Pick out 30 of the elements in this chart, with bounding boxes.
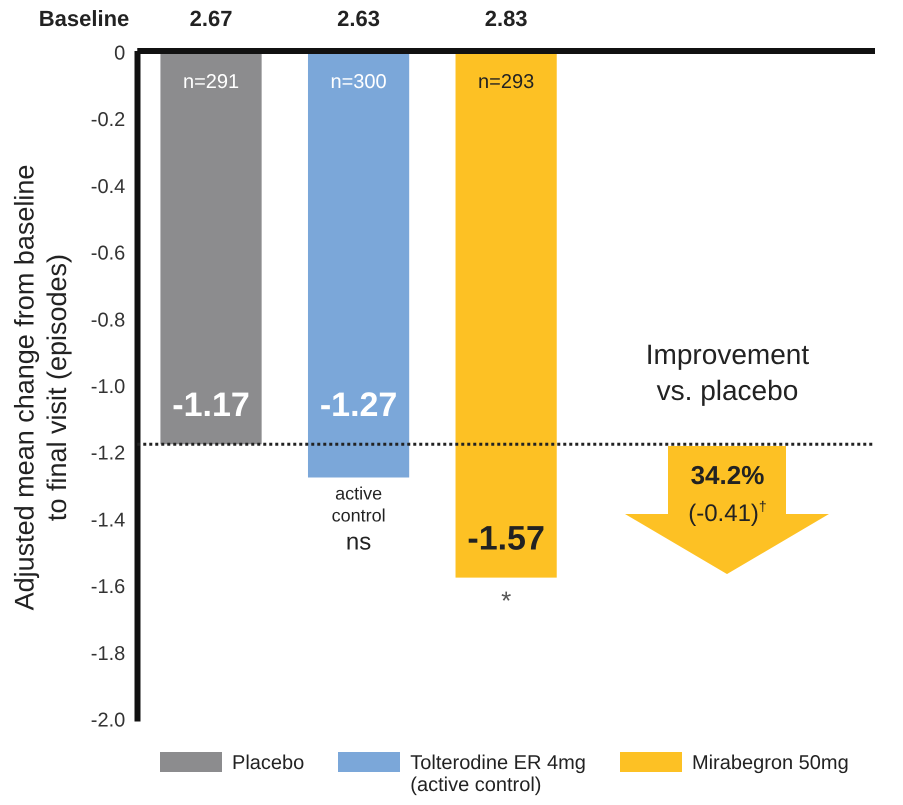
annotation: 34.2% bbox=[690, 460, 764, 490]
y-tick-label: -0.8 bbox=[90, 309, 126, 332]
annotation: active control ns bbox=[332, 484, 386, 556]
y-tick-label: -1.8 bbox=[90, 642, 126, 665]
annotation: n=293 bbox=[478, 71, 534, 93]
data-label: -1.27 bbox=[320, 386, 398, 424]
y-axis-title: Adjusted mean change from baseline to final visit (episodes) bbox=[10, 164, 72, 610]
annotation: n=300 bbox=[330, 71, 387, 93]
annotation: n=291 bbox=[182, 71, 240, 93]
y-tick-label: -0.6 bbox=[90, 242, 126, 265]
text: 2.83 bbox=[484, 6, 528, 31]
data-label: -1.57 bbox=[467, 520, 545, 558]
y-tick-label: 0 bbox=[114, 42, 126, 65]
y-tick-label: -1.6 bbox=[90, 576, 126, 598]
y-tick-label: -0.4 bbox=[90, 176, 126, 198]
annotation: * bbox=[501, 586, 512, 616]
legend-label: Tolterodine ER 4mg (active control) bbox=[410, 752, 586, 796]
legend-label: Placebo bbox=[232, 752, 304, 774]
annotation: Improvement vs. placebo bbox=[646, 339, 810, 406]
y-tick-label: -1.4 bbox=[90, 509, 126, 532]
text: 2.63 bbox=[337, 6, 380, 31]
y-tick-label: -1.2 bbox=[90, 442, 126, 465]
text: 2.67 bbox=[190, 6, 232, 31]
text: Baseline bbox=[38, 6, 130, 31]
y-tick-label: -2.0 bbox=[90, 710, 126, 732]
data-label: -1.17 bbox=[172, 386, 250, 424]
annotation: (-0.41)† bbox=[688, 498, 767, 527]
y-tick-label: -1.0 bbox=[90, 376, 126, 398]
y-tick-label: -0.2 bbox=[90, 109, 126, 132]
legend-label: Mirabegron 50mg bbox=[692, 752, 849, 774]
